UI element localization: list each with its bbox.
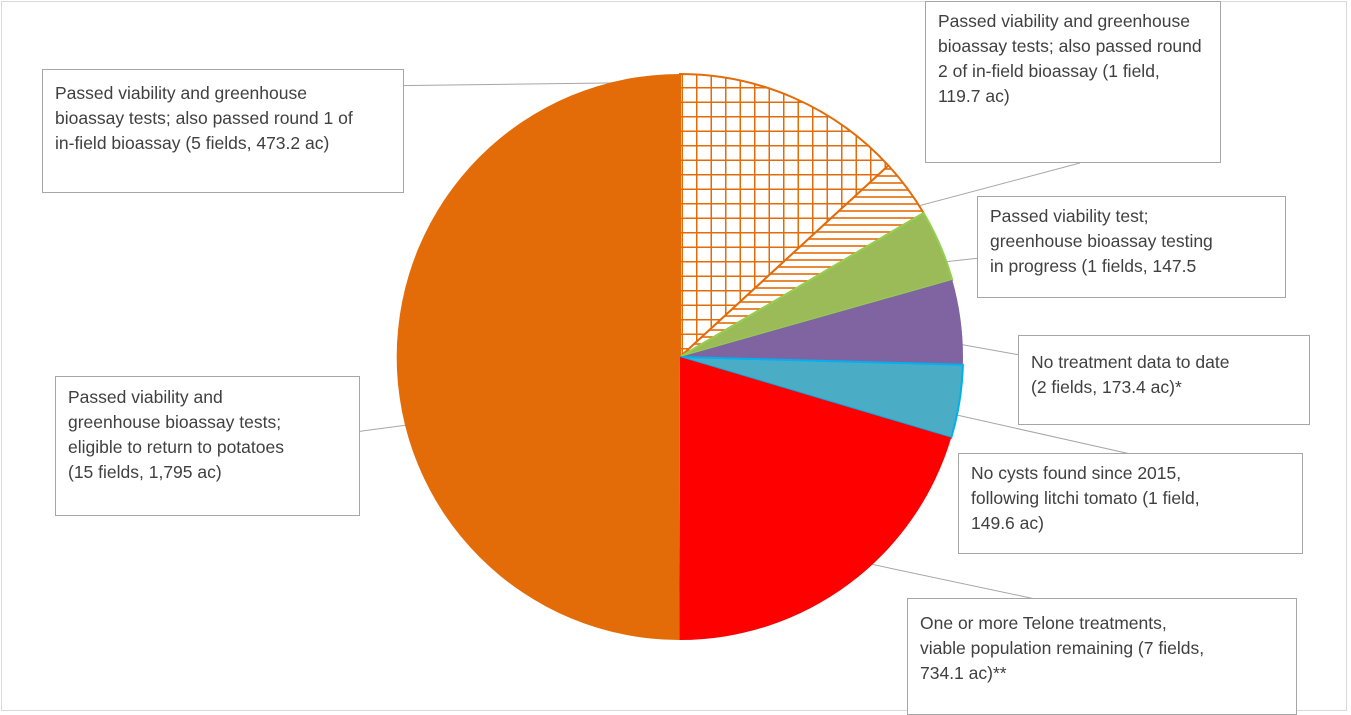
callout-round2-line: 119.7 ac): [938, 86, 1010, 106]
slice-telone-treatments: [679, 357, 952, 641]
slice-eligible-to-return: [396, 73, 680, 641]
callout-no-cysts-line: 149.6 ac): [971, 513, 1044, 533]
callout-eligible-line: eligible to return to potatoes: [68, 437, 284, 457]
callout-viability-line: greenhouse bioassay testing: [990, 231, 1213, 251]
callout-no-treatment-line: (2 fields, 173.4 ac)*: [1031, 377, 1182, 397]
callout-round2-line: bioassay tests; also passed round: [938, 36, 1202, 56]
callout-round2-line: Passed viability and greenhouse: [938, 11, 1190, 31]
callout-no-cysts-line: No cysts found since 2015,: [971, 463, 1182, 483]
callout-eligible-line: greenhouse bioassay tests;: [68, 412, 282, 432]
callout-telone: One or more Telone treatments, viable po…: [907, 598, 1297, 715]
callout-round2-line: 2 of in-field bioassay (1 field,: [938, 61, 1160, 81]
slice-no-cysts: [679, 356, 964, 439]
callout-viability-line: Passed viability test;: [990, 206, 1149, 226]
slice-no-treatment-data: [680, 279, 963, 365]
callout-eligible: Passed viability and greenhouse bioassay…: [55, 376, 360, 516]
callout-round2: Passed viability and greenhouse bioassay…: [925, 1, 1221, 163]
callout-telone-line: One or more Telone treatments,: [920, 613, 1167, 633]
callout-eligible-line: Passed viability and: [68, 387, 223, 407]
callout-no-cysts-line: following litchi tomato (1 field,: [971, 488, 1200, 508]
callout-viability: Passed viability test; greenhouse bioass…: [977, 196, 1286, 298]
pie-slices: [396, 72, 964, 641]
callout-round1-line: Passed viability and greenhouse: [55, 83, 307, 103]
callout-telone-line: 734.1 ac)**: [920, 663, 1007, 683]
slice-passed-round-1: [679, 72, 890, 360]
callout-round1: Passed viability and greenhouse bioassay…: [42, 69, 404, 193]
callout-eligible-line: (15 fields, 1,795 ac): [68, 462, 222, 482]
callout-no-treatment-line: No treatment data to date: [1031, 352, 1230, 372]
callout-no-cysts: No cysts found since 2015, following lit…: [958, 453, 1303, 554]
callout-round1-line: in-field bioassay (5 fields, 473.2 ac): [55, 133, 330, 153]
callout-telone-line: viable population remaining (7 fields,: [920, 638, 1205, 658]
callout-viability-line: in progress (1 fields, 147.5: [990, 256, 1197, 276]
callout-no-treatment: No treatment data to date (2 fields, 173…: [1018, 335, 1310, 425]
slice-viability-in-progress: [679, 211, 954, 358]
callout-round1-line: bioassay tests; also passed round 1 of: [55, 108, 353, 128]
